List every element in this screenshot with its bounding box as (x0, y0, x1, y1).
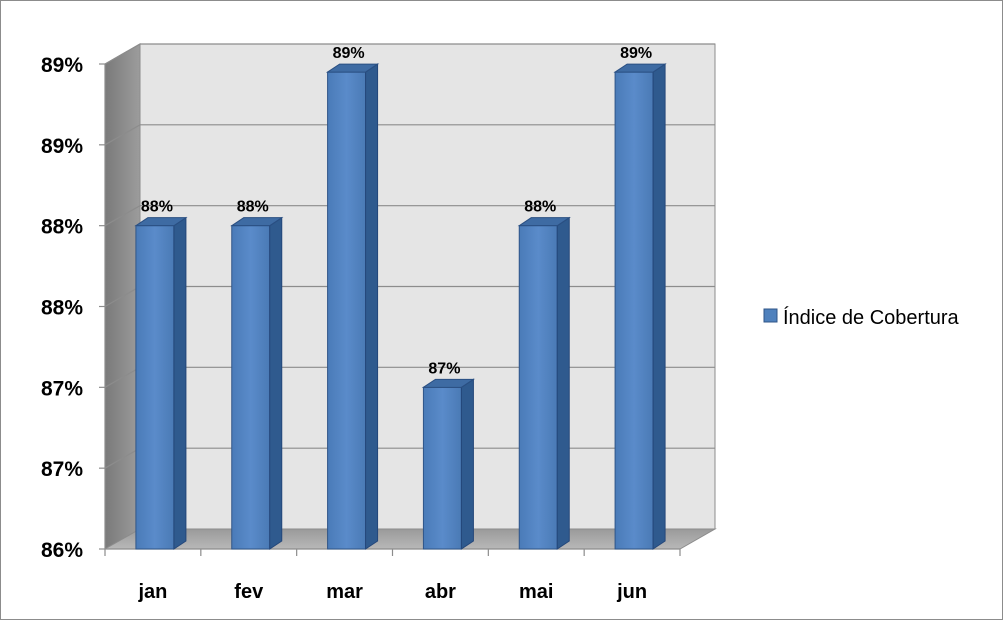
x-tick-label-jun: jun (616, 581, 647, 603)
y-tick-label: 89% (41, 54, 83, 77)
legend-label: Índice de Cobertura (783, 306, 960, 329)
data-label-mar: 89% (333, 45, 365, 62)
x-tick-label-abr: abr (425, 581, 456, 603)
bar-top-abr (421, 378, 476, 388)
bar-top-fev (230, 217, 284, 227)
y-tick-label: 86% (41, 539, 83, 562)
y-tick-label: 87% (41, 377, 83, 400)
x-tick-label-mai: mai (519, 581, 553, 603)
y-tick-label: 87% (41, 458, 83, 481)
bar-side-abr (460, 378, 474, 550)
bar-jan (135, 225, 175, 550)
x-tick-label-mar: mar (326, 581, 363, 603)
gridline (104, 43, 715, 65)
bar-top-mai (517, 217, 571, 227)
data-label-jan: 88% (141, 199, 173, 216)
bar-side-mai (556, 216, 570, 550)
data-label-abr: 87% (428, 360, 460, 377)
x-tick-label-fev: fev (234, 581, 264, 603)
bar-side-mar (365, 63, 379, 550)
y-tick-label: 89% (41, 135, 83, 158)
y-tick-label: 88% (41, 216, 83, 239)
bar-side-jun (652, 63, 666, 550)
bar-side-jan (173, 216, 187, 550)
bar-abr (422, 386, 462, 550)
bar-top-jan (134, 217, 188, 227)
bar-jun (614, 71, 654, 550)
y-tick-label: 88% (41, 297, 83, 320)
bar-side-fev (269, 216, 283, 550)
gridline (104, 124, 715, 146)
bar-top-jun (613, 63, 667, 73)
gridline (104, 205, 715, 227)
bar-fev (231, 225, 271, 550)
data-label-fev: 88% (237, 199, 269, 216)
bar-top-mar (325, 63, 380, 73)
x-tick-label-jan: jan (137, 581, 167, 603)
bar-mar (327, 71, 367, 550)
bar-mai (518, 225, 558, 550)
legend-swatch (763, 308, 778, 323)
data-label-mai: 88% (524, 199, 556, 216)
data-label-jun: 89% (620, 45, 652, 62)
